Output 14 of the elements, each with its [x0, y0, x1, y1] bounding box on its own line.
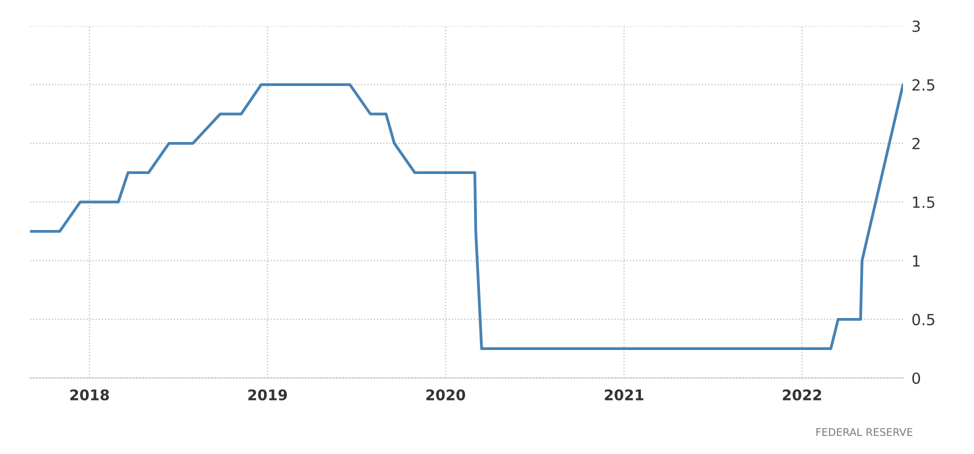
text: FEDERAL RESERVE	[816, 428, 912, 436]
x-tick-label: 2020	[426, 389, 466, 400]
y-tick-label: 1.5	[913, 196, 934, 208]
y-tick-label: 2.5	[912, 79, 934, 91]
line-series	[30, 83, 903, 350]
y-tick-label: 2	[912, 138, 920, 150]
y-tick-label: 3	[912, 20, 920, 32]
x-tick-label: 2021	[604, 389, 644, 400]
x-tick-label: 2018	[70, 389, 109, 400]
y-tick-label: 1	[913, 255, 920, 266]
x-tick-label: 2019	[248, 389, 287, 400]
y-tick-label: 0.5	[912, 314, 934, 326]
x-tick-label: 2022	[782, 389, 822, 400]
y-tick-label: 0	[912, 372, 920, 384]
